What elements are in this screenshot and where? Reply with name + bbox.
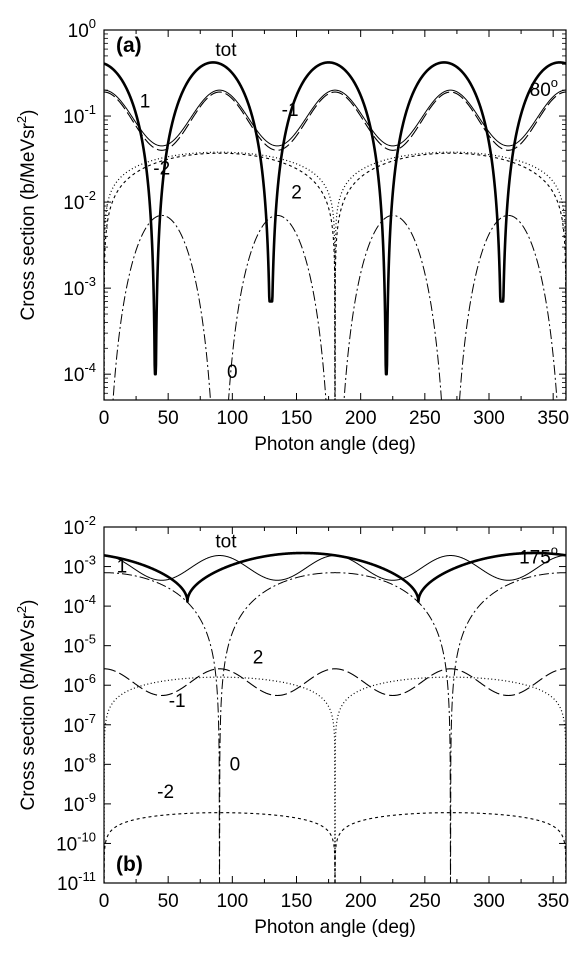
series-line-1: [104, 555, 566, 581]
curve-label--1: -1: [169, 691, 186, 712]
panel-label: (a): [116, 34, 142, 57]
chart-panel-a: 0 50 100 150 200 250 300 35010010-110-210-310-4…: [14, 16, 569, 455]
y-tick-label: 10-5: [63, 632, 96, 658]
x-tick-label: 250: [409, 408, 441, 429]
series-line-0: [104, 572, 566, 883]
x-tick-label: 200: [345, 408, 377, 429]
curve-label--1: -1: [282, 100, 299, 121]
x-axis-label: Photon angle (deg): [254, 434, 416, 455]
x-tick-label: 300: [473, 891, 505, 912]
x-tick-label: 0: [99, 408, 110, 429]
y-tick-label: 10-4: [63, 360, 96, 386]
y-axis-label: Cross section (b/MeVsr2): [14, 599, 39, 810]
x-tick-label: 0: [99, 891, 110, 912]
y-tick-label: 10-4: [63, 592, 96, 618]
y-tick-label: 10-2: [63, 188, 96, 214]
x-tick-label: 150: [281, 891, 313, 912]
y-tick-label: 10-7: [63, 711, 96, 737]
y-tick-label: 10-10: [56, 829, 96, 855]
x-tick-label: 200: [345, 891, 377, 912]
y-axis-label: Cross section (b/MeVsr2): [14, 109, 39, 320]
y-tick-label: 10-3: [63, 274, 96, 300]
angle-annotation: 80o: [530, 75, 558, 101]
x-tick-label: 250: [409, 891, 441, 912]
chart-panel-b: 0 50 100 150 200 250 300 35010-210-310-410-510-…: [14, 513, 569, 938]
curve-label-tot: tot: [215, 40, 237, 61]
x-tick-label: 100: [216, 408, 248, 429]
curve-label--2: -2: [157, 782, 174, 803]
y-tick-label: 10-3: [63, 553, 96, 579]
x-tick-label: 300: [473, 408, 505, 429]
y-tick-label: 10-8: [63, 750, 96, 776]
series-line-tot: [104, 61, 566, 376]
curve-label-0: 0: [230, 754, 241, 775]
series-line--2: [104, 151, 566, 400]
y-tick-label: 10-11: [57, 869, 96, 895]
series-line-tot: [104, 551, 566, 603]
series-line--2: [104, 812, 566, 883]
x-tick-label: 100: [216, 891, 248, 912]
x-tick-label: 350: [537, 408, 569, 429]
series-line--1: [104, 668, 566, 697]
y-tick-label: 10-1: [63, 102, 96, 128]
curve-label--2: -2: [153, 158, 170, 179]
y-tick-label: 10-9: [63, 790, 96, 816]
y-tick-label: 10-6: [63, 671, 96, 697]
curve-label-tot: tot: [215, 532, 237, 553]
curve-label-0: 0: [227, 362, 238, 383]
x-axis-label: Photon angle (deg): [254, 917, 416, 938]
panel-label: (b): [116, 853, 143, 876]
y-tick-label: 10-2: [63, 513, 96, 539]
series-line-1: [104, 89, 566, 147]
angle-annotation: 175o: [519, 542, 558, 568]
x-tick-label: 50: [158, 891, 179, 912]
curve-label-2: 2: [291, 183, 302, 204]
x-tick-label: 150: [281, 408, 313, 429]
x-tick-label: 50: [158, 408, 179, 429]
curve-label-1: 1: [117, 557, 128, 578]
curve-label-1: 1: [140, 92, 151, 113]
series-line--1: [104, 91, 566, 151]
series-line-0: [112, 214, 558, 400]
y-tick-label: 100: [68, 16, 96, 42]
x-tick-label: 350: [537, 891, 569, 912]
curve-label-2: 2: [253, 648, 264, 669]
